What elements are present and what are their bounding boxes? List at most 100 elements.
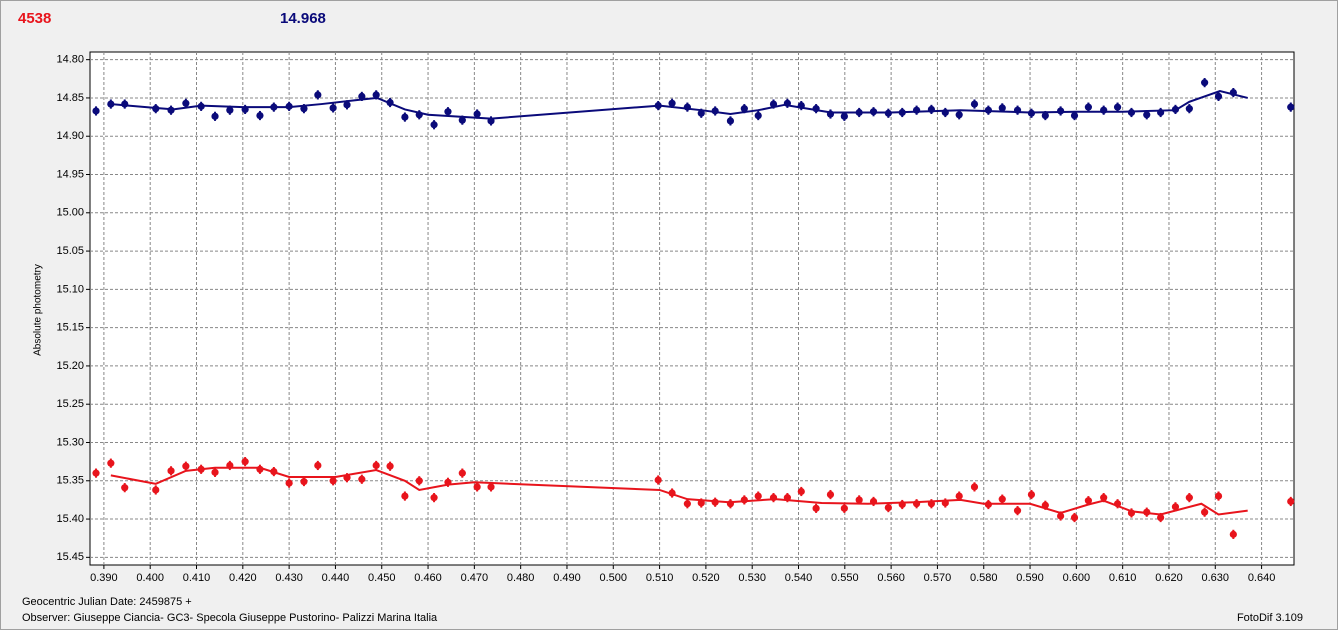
y-tick-label: 14.95 <box>56 168 84 180</box>
point <box>329 104 337 112</box>
point <box>840 112 848 120</box>
point <box>884 109 892 117</box>
point <box>855 496 863 504</box>
x-tick-label: 0.410 <box>183 572 211 584</box>
point <box>711 107 719 115</box>
point <box>329 477 337 485</box>
point <box>668 99 676 107</box>
point <box>1013 106 1022 114</box>
point <box>797 487 805 496</box>
point <box>769 494 778 502</box>
x-axis-title: Geocentric Julian Date: 2459875 + <box>22 596 192 608</box>
point <box>855 108 863 117</box>
point <box>1070 513 1079 522</box>
point <box>984 500 992 509</box>
point <box>386 462 394 470</box>
point <box>1157 108 1165 117</box>
point <box>812 504 820 512</box>
point <box>683 103 691 111</box>
point <box>241 458 249 466</box>
point <box>1084 497 1092 505</box>
point <box>1100 106 1108 114</box>
point <box>668 489 676 497</box>
x-tick-label: 0.440 <box>322 572 350 584</box>
point <box>1100 494 1108 502</box>
x-tick-label: 0.390 <box>90 572 118 584</box>
point <box>92 469 100 477</box>
point <box>1127 108 1136 117</box>
point <box>1041 501 1049 509</box>
point <box>812 105 820 113</box>
x-tick-label: 0.550 <box>831 572 859 584</box>
point <box>358 92 366 101</box>
x-tick-label: 0.470 <box>461 572 489 584</box>
point <box>955 492 963 500</box>
point <box>941 499 949 507</box>
point <box>927 105 936 114</box>
point <box>683 500 691 508</box>
point <box>372 91 380 99</box>
point <box>1113 500 1122 508</box>
y-tick-label: 15.20 <box>56 360 84 372</box>
point <box>444 478 452 486</box>
point <box>869 497 878 506</box>
point <box>152 486 160 494</box>
y-tick-label: 15.10 <box>56 283 84 295</box>
point <box>1113 103 1122 111</box>
header-right: 14.968 <box>280 10 326 27</box>
x-tick-label: 0.400 <box>136 572 164 584</box>
point <box>869 108 878 116</box>
x-tick-label: 0.570 <box>924 572 952 584</box>
point <box>1070 111 1079 120</box>
point <box>654 476 662 484</box>
point <box>1185 105 1193 113</box>
x-tick-label: 0.630 <box>1202 572 1230 584</box>
point <box>998 495 1006 503</box>
point <box>984 106 992 114</box>
point <box>1229 530 1237 538</box>
point <box>211 468 219 476</box>
x-tick-label: 0.610 <box>1109 572 1137 584</box>
point <box>740 105 748 113</box>
x-tick-label: 0.600 <box>1063 572 1091 584</box>
point <box>726 500 735 508</box>
point <box>1214 492 1223 500</box>
point <box>401 113 409 121</box>
y-tick-label: 14.80 <box>56 54 84 66</box>
fit-line <box>110 466 1248 516</box>
point <box>270 467 278 476</box>
x-tick-label: 0.560 <box>877 572 905 584</box>
point <box>898 500 906 509</box>
point <box>1027 490 1036 499</box>
point <box>1157 513 1165 522</box>
point <box>314 91 322 99</box>
point <box>197 465 205 473</box>
observer: Observer: Giuseppe Ciancia- GC3- Specola… <box>22 612 438 624</box>
point <box>473 483 481 491</box>
point <box>912 500 921 508</box>
x-tick-label: 0.580 <box>970 572 998 584</box>
y-tick-label: 15.45 <box>56 551 84 563</box>
point <box>1027 109 1036 117</box>
point <box>726 117 735 125</box>
x-tick-label: 0.640 <box>1248 572 1276 584</box>
point <box>740 496 748 504</box>
point <box>430 494 438 502</box>
y-tick-label: 14.90 <box>56 130 84 142</box>
point <box>1084 103 1092 111</box>
point <box>955 111 963 119</box>
y-axis-title: Absolute photometry <box>33 264 44 356</box>
y-tick-label: 15.00 <box>56 207 84 219</box>
x-tick-label: 0.430 <box>275 572 303 584</box>
y-tick-label: 15.40 <box>56 513 84 525</box>
point <box>970 100 979 108</box>
x-tick-label: 0.520 <box>692 572 720 584</box>
y-tick-label: 15.35 <box>56 475 84 487</box>
point <box>783 99 791 107</box>
point <box>358 475 366 483</box>
point <box>826 110 835 118</box>
x-tick-label: 0.490 <box>553 572 581 584</box>
y-tick-label: 15.15 <box>56 322 84 334</box>
